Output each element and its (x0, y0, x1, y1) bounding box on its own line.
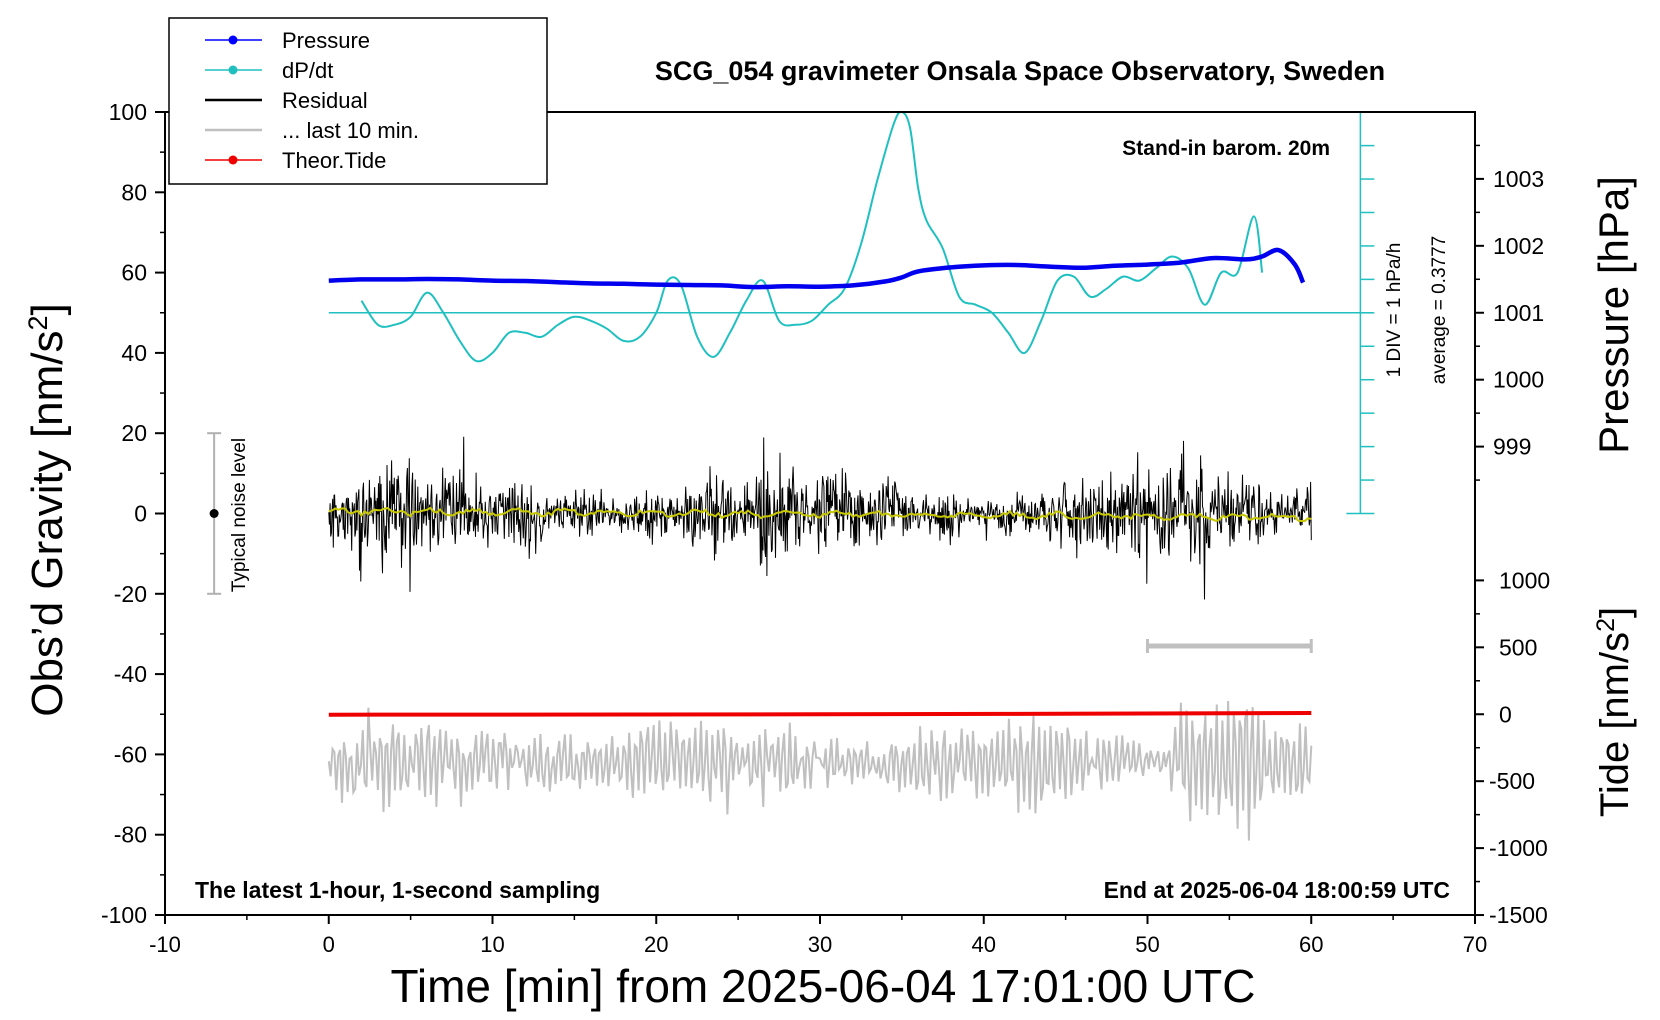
x-axis-label: Time [min] from 2025-06-04 17:01:00 UTC (391, 960, 1256, 1012)
x-tick-label: 0 (323, 932, 335, 957)
sampling-note: The latest 1-hour, 1-second sampling (195, 877, 600, 903)
barometer-note: Stand-in barom. 20m (1122, 137, 1330, 160)
end-time-note: End at 2025-06-04 18:00:59 UTC (1104, 877, 1450, 903)
tide-tick-label: 1000 (1499, 567, 1550, 593)
pressure-tick-label: 1000 (1493, 367, 1544, 393)
legend-label: Pressure (282, 28, 370, 53)
y-tick-label: -60 (114, 741, 147, 767)
y-tick-label: -40 (114, 661, 147, 687)
x-tick-label: 30 (808, 932, 832, 957)
residual-smoothed-line (328, 506, 1312, 523)
tide-axis-label: Tide [nm/s2] (1592, 607, 1637, 817)
last-10-min-line (327, 700, 1313, 841)
y-tick-label: 0 (134, 501, 147, 527)
y-tick-label: -20 (114, 581, 147, 607)
y-tick-label: -100 (101, 902, 147, 928)
pressure-tick-label: 999 (1493, 434, 1531, 460)
legend: Pressure dP/dt Residual ... last 10 min. The… (168, 17, 548, 185)
last-10-min-marker (1146, 638, 1313, 653)
dpdt-average-note: average = 0.3777 (1429, 236, 1450, 384)
pressure-line (328, 247, 1306, 290)
theoretical-tide-series (328, 711, 1312, 717)
y-tick-label: 80 (121, 179, 147, 205)
legend-label: ... last 10 min. (282, 118, 419, 143)
residual-line (328, 436, 1312, 600)
residual-series (328, 436, 1312, 600)
pressure-axis-ticks: 999 1000 1001 1002 1003 (1475, 144, 1544, 481)
tide-tick-label: -1500 (1489, 902, 1548, 928)
last-10-min-series (327, 700, 1313, 841)
dpdt-axis (1346, 111, 1375, 515)
x-tick-label: -10 (149, 932, 181, 957)
y-axis-ticks: -100 -80 -60 -40 -20 0 20 40 60 80 100 (101, 99, 165, 928)
y-axis-label: Obs’d Gravity [nm/s2] (23, 303, 72, 717)
pressure-tick-label: 1002 (1493, 233, 1544, 259)
pressure-tick-label: 1001 (1493, 300, 1544, 326)
pressure-series (328, 247, 1306, 290)
legend-label: Residual (282, 88, 368, 113)
chart-title: SCG_054 gravimeter Onsala Space Observat… (655, 56, 1385, 86)
legend-swatch-dot (228, 65, 238, 75)
legend-swatch-dot (228, 155, 238, 165)
x-tick-label: 40 (972, 932, 996, 957)
tide-axis-label-sup: 2 (1592, 618, 1620, 632)
y-tick-label: 60 (121, 260, 147, 286)
x-tick-label: 20 (644, 932, 668, 957)
dpdt-series (360, 110, 1264, 363)
tide-tick-label: 0 (1499, 701, 1512, 727)
x-tick-label: 50 (1135, 932, 1159, 957)
x-axis-ticks: -10 0 10 20 30 40 50 60 70 (149, 915, 1487, 957)
legend-swatch-dot (228, 35, 238, 45)
pressure-axis-label: Pressure [hPa] (1590, 176, 1637, 454)
tide-tick-label: -1000 (1489, 835, 1548, 861)
noise-bar-center-dot (209, 509, 219, 518)
tide-tick-label: 500 (1499, 634, 1537, 660)
y-tick-label: -80 (114, 822, 147, 848)
noise-level-note: Typical noise level (229, 438, 250, 592)
x-tick-label: 60 (1299, 932, 1323, 957)
x-tick-label: 10 (480, 932, 504, 957)
y-tick-label: 100 (109, 99, 147, 125)
legend-label: dP/dt (282, 58, 333, 83)
y-tick-label: 20 (121, 420, 147, 446)
tide-line (328, 711, 1312, 717)
y-axis-label-sup: 2 (23, 315, 53, 330)
y-axis-label-main: Obs’d Gravity [nm/s (23, 330, 72, 716)
pressure-tick-label: 1003 (1493, 166, 1544, 192)
y-axis-label-end: ] (23, 303, 72, 315)
noise-bar (207, 432, 222, 595)
y-tick-label: 40 (121, 340, 147, 366)
tide-axis-ticks: 1000 500 0 -500 -1000 -1500 (1475, 567, 1550, 928)
tide-axis-label-end: ] (1593, 607, 1637, 618)
tide-tick-label: -500 (1489, 768, 1535, 794)
x-tick-label: 70 (1463, 932, 1487, 957)
tide-axis-label-main: Tide [nm/s (1593, 632, 1637, 817)
dpdt-line (360, 110, 1264, 363)
dpdt-scale-note: 1 DIV = 1 hPa/h (1384, 243, 1405, 378)
legend-label: Theor.Tide (282, 148, 386, 173)
residual-smoothed-series (328, 506, 1312, 523)
